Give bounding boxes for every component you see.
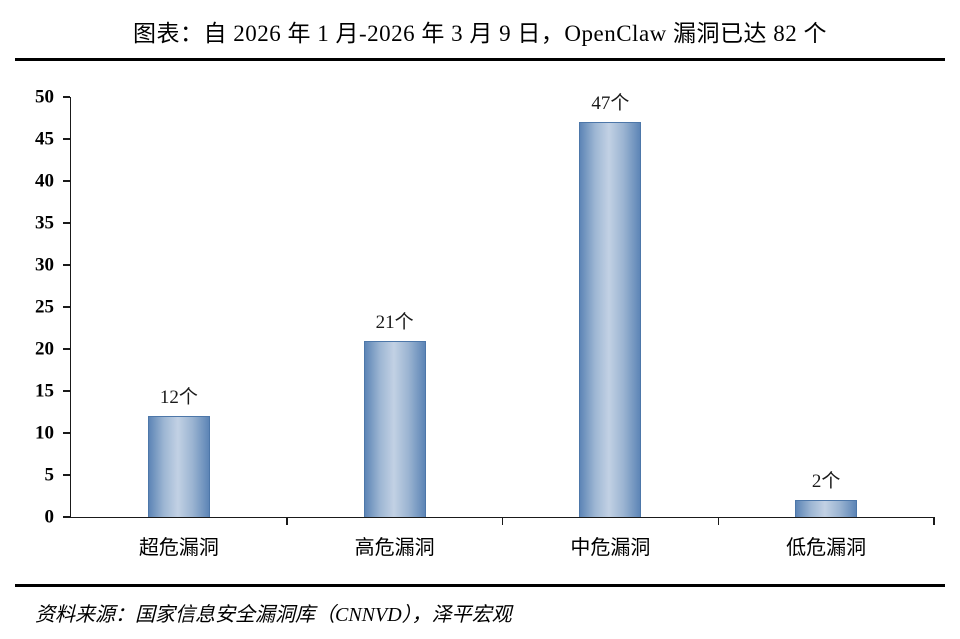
x-axis-tick: [717, 517, 719, 525]
top-rule: [15, 58, 945, 61]
y-axis-tick: [63, 96, 70, 98]
y-axis-tick: [63, 222, 70, 224]
x-axis-tick: [933, 517, 935, 525]
bar-column: 21个高危漏洞: [287, 97, 504, 559]
bar-value-label: 21个: [375, 311, 414, 333]
bar-column: 12个超危漏洞: [71, 97, 288, 559]
bottom-rule: [15, 584, 945, 587]
x-axis-tick: [286, 517, 288, 525]
chart-title: 图表：自 2026 年 1 月-2026 年 3 月 9 日，OpenClaw …: [132, 21, 828, 46]
x-axis-category-label: 超危漏洞: [138, 537, 219, 559]
bar-4: [795, 500, 858, 517]
y-axis-tick: [63, 390, 70, 392]
y-axis-tick: [63, 264, 70, 266]
y-axis-tick: [63, 306, 70, 308]
x-axis-category-label: 低危漏洞: [786, 537, 867, 559]
y-axis-label: 50: [35, 86, 54, 108]
y-axis-label: 20: [35, 338, 54, 360]
y-axis-tick: [63, 348, 70, 350]
plot-area: 12个 超危漏洞 21个 高危漏洞 47个 中危漏洞 2个 低危漏洞: [70, 93, 935, 559]
y-axis-label: 30: [35, 254, 54, 276]
x-axis-category-label: 中危漏洞: [570, 537, 651, 559]
bar-2: [363, 340, 426, 517]
y-axis-tick: [63, 516, 70, 518]
y-axis-tick: [63, 474, 70, 476]
bar-value-label: 12个: [159, 387, 198, 409]
bar-chart: 0 5 10 15 20 25 30 35 40 45 50 12个 超危漏洞 21个 高危漏洞 47个 中危…: [0, 77, 960, 577]
bar-1: [147, 416, 210, 517]
bar-column: 47个中危漏洞: [503, 93, 719, 559]
y-axis-tick: [63, 180, 70, 182]
y-axis-label: 35: [35, 212, 54, 234]
bar-3: [579, 122, 642, 517]
y-axis-label: 25: [35, 296, 54, 318]
bar-value-label: 2个: [811, 471, 841, 493]
y-axis-label: 15: [35, 380, 54, 402]
y-axis-label: 10: [35, 422, 54, 444]
y-axis-label: 5: [44, 464, 55, 486]
bar-column: 2个低危漏洞: [718, 97, 935, 559]
y-axis-label: 45: [35, 128, 54, 150]
x-axis-category-label: 高危漏洞: [354, 537, 435, 559]
y-axis: 0 5 10 15 20 25 30 35 40 45 50: [0, 88, 70, 527]
y-axis-tick: [63, 138, 70, 140]
x-axis-tick: [501, 517, 504, 525]
y-axis-tick: [63, 432, 70, 434]
y-axis-label: 40: [35, 170, 54, 192]
bar-value-label: 47个: [591, 93, 630, 115]
source-note: 资料来源：国家信息安全漏洞库（CNNVD），泽平宏观: [35, 604, 512, 626]
y-axis-label: 0: [44, 506, 55, 528]
